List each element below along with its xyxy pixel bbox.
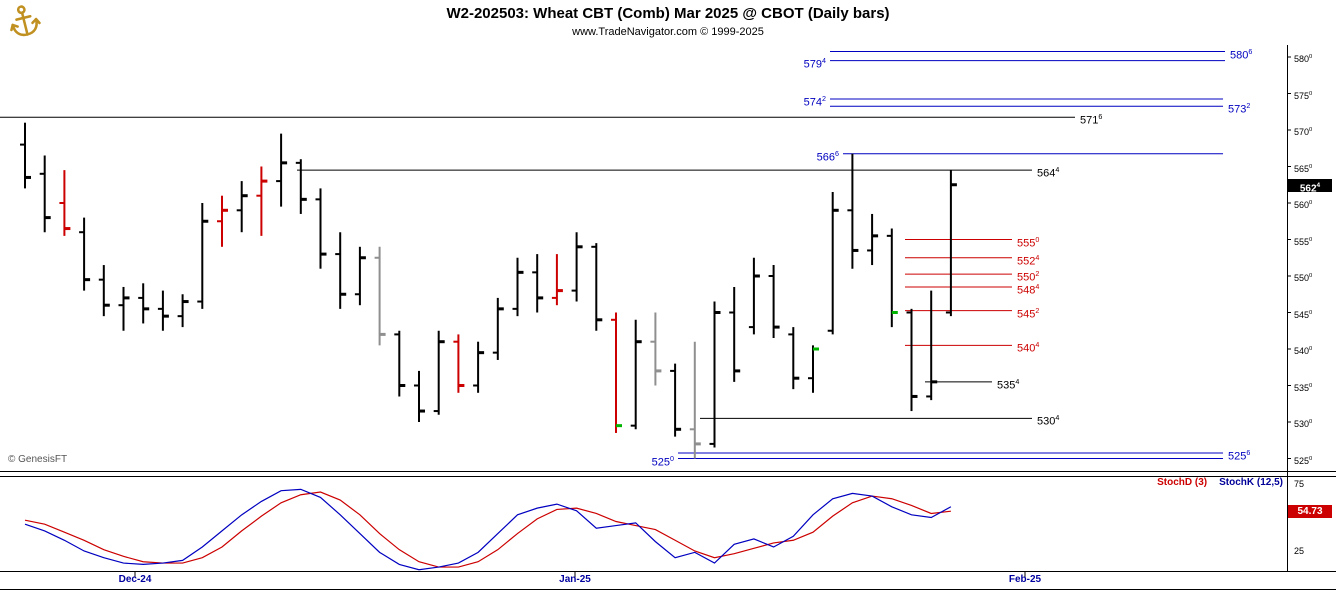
x-axis-label: Jan-25 xyxy=(559,574,591,585)
y-axis-tick: 5750 xyxy=(1294,90,1313,101)
y-axis-tick: 5250 xyxy=(1294,455,1313,466)
y-axis-tick: 5500 xyxy=(1294,273,1313,283)
stochk-label: StochK (12,5) xyxy=(1219,477,1283,488)
stochd-label: StochD (3) xyxy=(1157,477,1208,488)
time-axis[interactable]: Dec-24 Jan-25 Feb-25 xyxy=(0,572,1287,590)
copyright-label: © GenesisFT xyxy=(8,454,68,465)
chart-subtitle: www.TradeNavigator.com © 1999-2025 xyxy=(572,26,764,38)
y-axis-tick: 5600 xyxy=(1294,200,1313,210)
y-axis-tick: 5400 xyxy=(1294,346,1313,356)
stoch-value-box: 54.73 xyxy=(1288,505,1332,519)
stoch-axis-75: 75 xyxy=(1294,479,1305,489)
y-axis-tick: 5650 xyxy=(1294,163,1313,174)
x-axis-label: Feb-25 xyxy=(1008,574,1042,585)
price-axis[interactable]: 5800 5750 5700 5650 5600 5550 5500 5450 5400 5350… xyxy=(1288,45,1336,572)
chart-title: W2-202503: Wheat CBT (Comb) Mar 2025 @ C… xyxy=(446,5,890,22)
y-axis-tick: 5800 xyxy=(1294,54,1313,64)
last-price-box: 5624 xyxy=(1288,178,1332,194)
y-axis-tick: 5550 xyxy=(1294,236,1313,247)
y-axis-tick: 5450 xyxy=(1294,309,1313,320)
app-logo-anchor-icon xyxy=(3,0,46,49)
stoch-axis-25: 25 xyxy=(1294,546,1305,556)
x-axis-label: Dec-24 xyxy=(118,574,152,585)
y-axis-tick: 5700 xyxy=(1294,127,1313,137)
chart-header: W2-202503: Wheat CBT (Comb) Mar 2025 @ C… xyxy=(0,0,1336,44)
y-axis-tick: 5300 xyxy=(1294,419,1313,429)
y-axis-tick: 5350 xyxy=(1294,382,1313,393)
stoch-legend: StochD (3) StochK (12,5) xyxy=(1157,477,1283,488)
